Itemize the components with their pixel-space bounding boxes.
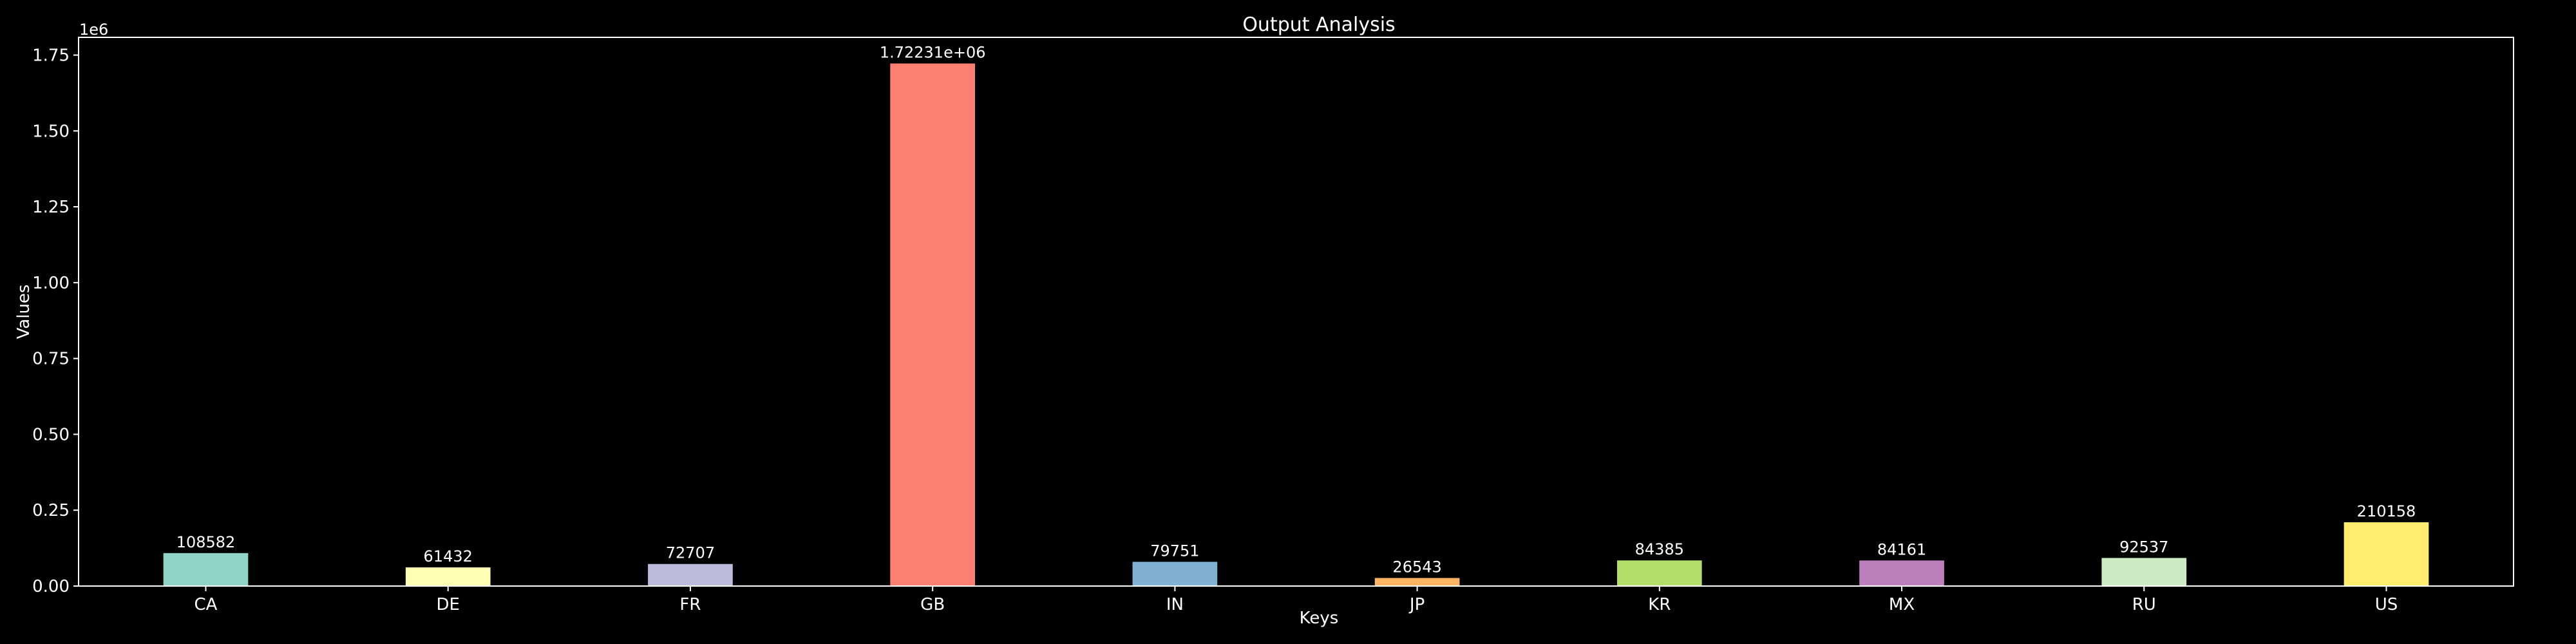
y-offset-label: 1e6	[79, 21, 108, 39]
x-tick-label-ca: CA	[194, 595, 218, 614]
x-tick-label-mx: MX	[1889, 595, 1915, 614]
y-tick-label: 1.25	[32, 198, 70, 217]
x-tick-label-kr: KR	[1648, 595, 1671, 614]
bar-in	[1132, 562, 1218, 586]
chart-title: Output Analysis	[1242, 14, 1395, 36]
plot-area: 108582 CA 61432 DE 72707 FR 1.72231e+06 GB 79751…	[32, 37, 2514, 614]
x-axis-label: Keys	[1300, 609, 1339, 628]
x-tick-label-us: US	[2375, 595, 2398, 614]
x-tick-label-fr: FR	[679, 595, 701, 614]
x-tick-label-in: IN	[1166, 595, 1184, 614]
y-axis-label: Values	[14, 285, 33, 339]
value-label-mx: 84161	[1877, 540, 1926, 558]
y-tick-label: 0.75	[32, 350, 70, 369]
x-tick-label-de: DE	[437, 595, 460, 614]
y-tick-label: 0.50	[32, 425, 70, 444]
value-label-fr: 72707	[666, 544, 715, 562]
y-tick-label: 0.00	[32, 577, 70, 596]
x-tick-label-gb: GB	[920, 595, 945, 614]
value-label-jp: 26543	[1392, 558, 1441, 576]
bar-kr	[1616, 560, 1702, 586]
value-label-gb: 1.72231e+06	[880, 44, 986, 62]
axes-frame	[78, 37, 2514, 587]
bar-jp	[1374, 578, 1460, 586]
bar-de	[405, 567, 491, 586]
bar-ru	[2101, 558, 2187, 586]
x-tick-label-ru: RU	[2132, 595, 2156, 614]
value-label-kr: 84385	[1635, 540, 1684, 558]
bar-gb	[890, 63, 976, 586]
bar-us	[2344, 522, 2429, 586]
y-tick-label: 1.50	[32, 122, 70, 141]
value-label-us: 210158	[2357, 502, 2416, 520]
value-label-de: 61432	[424, 547, 473, 565]
bar-ca	[163, 553, 249, 586]
y-tick-label: 1.75	[32, 46, 70, 66]
y-tick-label: 1.00	[32, 274, 70, 293]
x-tick-label-jp: JP	[1408, 595, 1425, 614]
value-label-ca: 108582	[176, 533, 236, 551]
value-label-in: 79751	[1150, 542, 1199, 560]
bar-mx	[1859, 560, 1944, 586]
bar-fr	[648, 564, 733, 586]
y-tick-label: 0.25	[32, 501, 70, 520]
value-label-ru: 92537	[2119, 538, 2168, 556]
